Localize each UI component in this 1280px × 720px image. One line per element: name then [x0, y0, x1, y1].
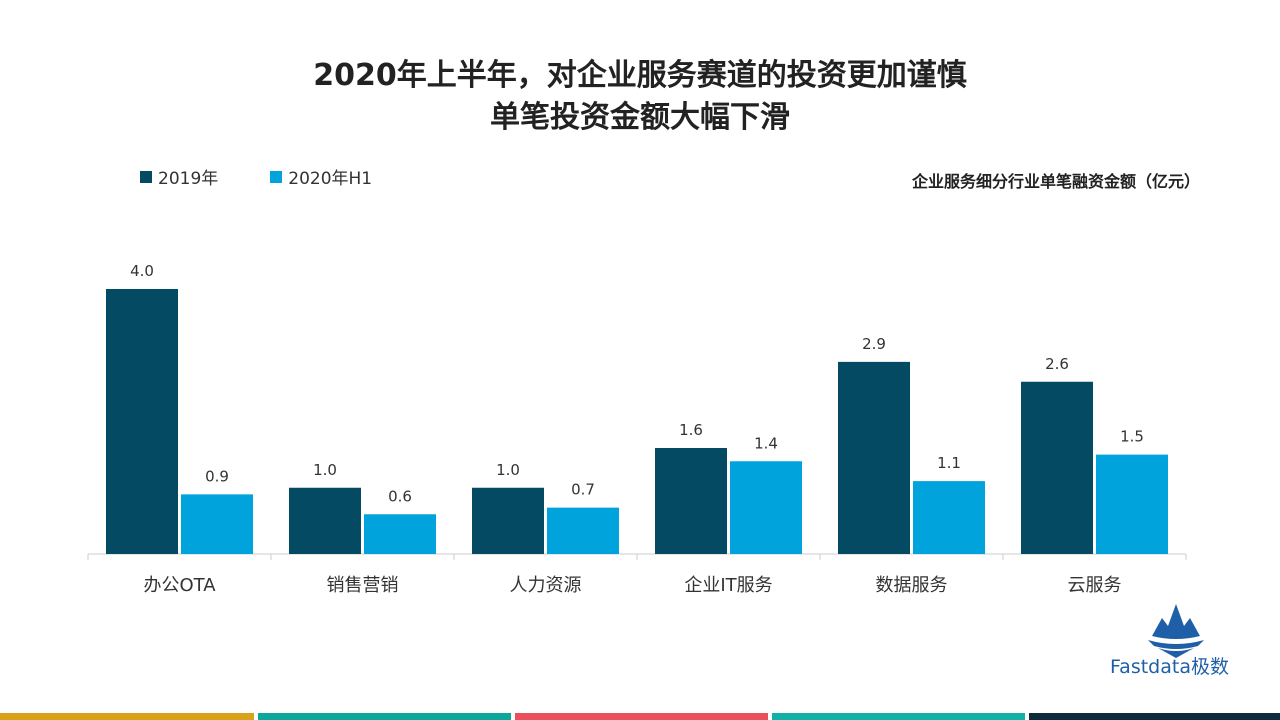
footer-bar-3	[515, 713, 768, 720]
category-label-2: 人力资源	[510, 575, 582, 596]
footer-bar-5	[1029, 713, 1280, 720]
data-label-2020h1-5: 1.5	[1120, 428, 1144, 446]
legend-swatch-2020h1	[270, 170, 283, 183]
category-label-1: 销售营销	[327, 575, 399, 596]
category-label-4: 数据服务	[876, 575, 948, 596]
data-label-2020h1-3: 1.4	[754, 434, 778, 452]
legend-swatch-2019	[140, 170, 152, 183]
bar-2020h1-0	[181, 494, 253, 554]
category-label-3: 企业IT服务	[684, 575, 772, 596]
footer-bar-1	[0, 713, 254, 720]
page-title-line1: 2020年上半年，对企业服务赛道的投资更加谨慎	[313, 58, 967, 93]
data-label-2019-2: 1.0	[496, 461, 520, 479]
bar-2019-4	[838, 361, 910, 554]
bar-2020h1-5	[1096, 454, 1168, 554]
data-label-2019-4: 2.9	[862, 335, 886, 353]
legend-label-2019: 2019年	[158, 169, 219, 189]
data-label-2019-3: 1.6	[679, 421, 703, 439]
data-label-2020h1-1: 0.6	[388, 487, 412, 505]
bar-2019-0	[106, 289, 178, 554]
bar-2019-1	[289, 487, 361, 554]
footer-bar-2	[258, 713, 511, 720]
bar-2020h1-4	[913, 481, 985, 554]
category-label-0: 办公OTA	[143, 575, 216, 596]
legend-item-2020h1: 2020年H1	[270, 164, 372, 189]
legend-label-2020h1: 2020年H1	[288, 169, 373, 189]
data-label-2020h1-2: 0.7	[571, 481, 595, 499]
data-label-2020h1-0: 0.9	[205, 467, 229, 485]
bar-2020h1-2	[547, 507, 619, 554]
data-label-2019-5: 2.6	[1045, 355, 1069, 373]
legend-item-2019: 2019年	[140, 164, 218, 189]
chart-subtitle: 企业服务细分行业单笔融资金额（亿元）	[911, 172, 1200, 191]
footer-bar-4	[772, 713, 1025, 720]
data-label-2019-1: 1.0	[313, 461, 337, 479]
fastdata-logo-icon	[1148, 604, 1204, 658]
data-label-2019-0: 4.0	[130, 262, 154, 280]
bar-2020h1-3	[730, 461, 802, 554]
data-label-2020h1-4: 1.1	[937, 454, 961, 472]
bar-2019-2	[472, 487, 544, 554]
category-label-5: 云服务	[1068, 575, 1122, 596]
bar-2019-5	[1021, 381, 1093, 554]
page-title-line2: 单笔投资金额大幅下滑	[490, 100, 790, 135]
brand-name: Fastdata极数	[1110, 656, 1229, 678]
bar-2020h1-1	[364, 514, 436, 554]
legend: 2019年 2020年H1	[140, 164, 424, 189]
bar-2019-3	[655, 448, 727, 554]
